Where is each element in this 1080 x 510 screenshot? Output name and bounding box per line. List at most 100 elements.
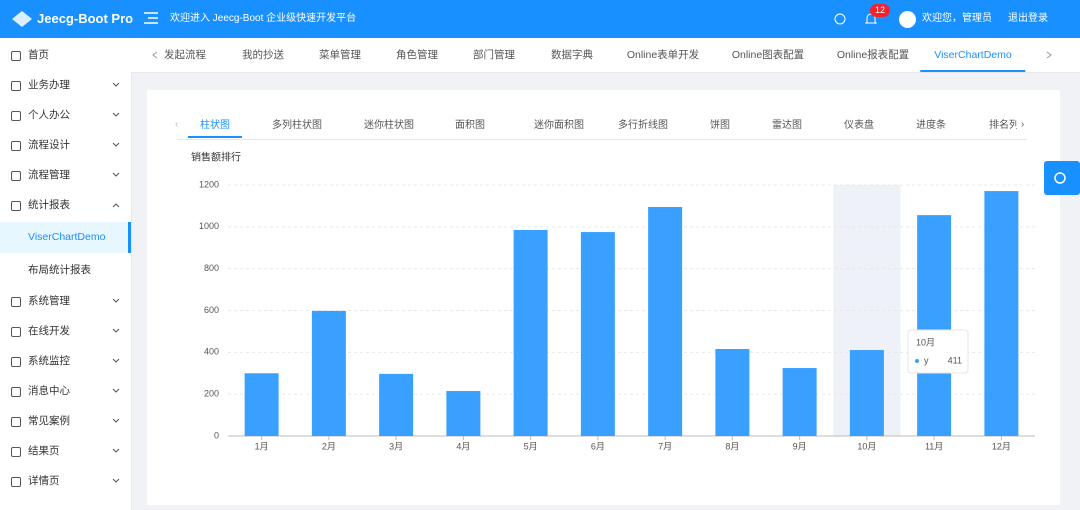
bar [715,348,750,436]
bar [984,191,1019,436]
menu-item[interactable]: 常见案例 [0,406,131,436]
logout[interactable]: 退出登录 [1008,13,1048,24]
submenu-item[interactable]: 布局统计报表 [0,255,131,286]
avatar[interactable] [899,11,916,28]
logo: Jeecg-Boot Pro [37,11,134,26]
chart-tab[interactable]: 迷你面积图 [534,120,584,131]
menu-item[interactable]: 系统管理 [0,286,131,316]
chart-tab[interactable]: 排名列 [989,120,1017,131]
chart-tab[interactable]: 面积图 [455,120,485,131]
tab[interactable]: 发起流程 [164,49,206,61]
header: Jeecg-Boot Pro 欢迎进入 Jeecg-Boot 企业级快速开发平台… [0,0,1080,38]
tab[interactable]: 角色管理 [396,49,438,61]
help-icon[interactable] [834,13,846,25]
tab[interactable]: Online报表配置 [836,49,910,61]
y-tick-label: 600 [204,305,219,315]
menu-label: 常见案例 [28,415,70,427]
y-tick-label: 800 [204,263,219,273]
menu-item[interactable]: 首页 [0,40,131,70]
menu-item[interactable]: 流程设计 [0,130,131,160]
tab[interactable]: 数据字典 [551,49,593,61]
chart-tab[interactable]: 仪表盘 [844,120,874,131]
tab[interactable]: Online表单开发 [626,49,700,61]
chart-tab[interactable]: 多行折线图 [618,120,668,131]
chart-tab[interactable]: 多列柱状图 [272,120,322,131]
menu-toggle[interactable] [144,11,158,25]
menu-icon [11,111,21,121]
x-tick-label: 12月 [992,441,1011,451]
tab[interactable]: 菜单管理 [319,49,361,61]
menu-icon [11,51,21,61]
menu-label: 系统监控 [28,355,70,367]
menu-item[interactable]: 结果页 [0,436,131,466]
menu-label: 消息中心 [28,385,70,397]
x-tick-label: 11月 [925,441,943,451]
bar [648,206,683,436]
chevron [112,388,120,393]
chevron [112,172,120,177]
bar [244,373,279,436]
chevron [112,82,120,87]
chart-tab[interactable]: 雷达图 [772,120,802,131]
tab[interactable]: Online图表配置 [731,49,805,61]
menu-item[interactable]: 业务办理 [0,70,131,100]
menu-icon [11,357,21,367]
menu-label: 流程管理 [28,169,70,181]
chart-tab-next[interactable]: › [1021,119,1025,130]
x-tick-label: 9月 [793,441,807,451]
settings-button[interactable] [1044,161,1080,195]
tab-prev[interactable] [151,51,159,59]
menu-icon [11,327,21,337]
chart-tab-prev[interactable]: ‹ [175,119,179,130]
chevron [112,478,120,483]
menu-icon [11,171,21,181]
tab[interactable]: ViserChartDemo [920,38,1026,72]
chevron [112,448,120,453]
submenu-item[interactable]: ViserChartDemo [0,222,131,253]
tab-next[interactable] [1045,51,1053,59]
chart-tab[interactable]: 迷你柱状图 [364,120,414,131]
tooltip-value: 411 [948,355,962,365]
tab[interactable]: 部门管理 [473,49,515,61]
menu-item[interactable]: 统计报表 [0,190,131,220]
bar [446,391,481,436]
menu-label: 统计报表 [28,199,70,211]
menu-item[interactable]: 在线开发 [0,316,131,346]
chart-tab[interactable]: 柱状图 [188,116,242,138]
y-tick-label: 0 [214,430,219,440]
chart-tab-divider [177,139,1027,140]
x-tick-label: 3月 [389,441,403,451]
menu-item[interactable]: 流程管理 [0,160,131,190]
chart-tab[interactable]: 进度条 [916,120,946,131]
menu-icon [11,387,21,397]
chart-title: 销售额排行 [191,151,241,164]
bar [782,368,817,436]
menu-label: 首页 [28,49,49,61]
menu-item[interactable]: 消息中心 [0,376,131,406]
chevron [112,418,120,423]
x-tick-label: 2月 [322,441,336,451]
y-tick-label: 1000 [199,221,219,231]
user-name[interactable]: 欢迎您，管理员 [922,13,992,24]
chart-tab[interactable]: 饼图 [710,120,730,131]
chevron [112,358,120,363]
x-tick-label: 10月 [857,441,876,451]
tab-bar: 发起流程 我的抄送 菜单管理 角色管理 部门管理 数据字典 Online表单开发 Online… [131,38,1080,73]
menu-label: 结果页 [28,445,60,457]
menu-label: 系统管理 [28,295,70,307]
menu-item[interactable]: 个人办公 [0,100,131,130]
y-tick-label: 200 [204,389,219,399]
menu-item[interactable]: 详情页 [0,466,131,496]
menu-label: 个人办公 [28,109,70,121]
submenu-label: ViserChartDemo [28,231,106,243]
tab[interactable]: 我的抄送 [242,49,284,61]
chevron [112,142,120,147]
x-tick-label: 6月 [591,441,605,451]
tooltip-title: 10月 [916,337,935,347]
menu-item[interactable]: 系统监控 [0,346,131,376]
tooltip-marker [915,359,919,363]
chevron [112,298,120,303]
bar [379,373,414,436]
